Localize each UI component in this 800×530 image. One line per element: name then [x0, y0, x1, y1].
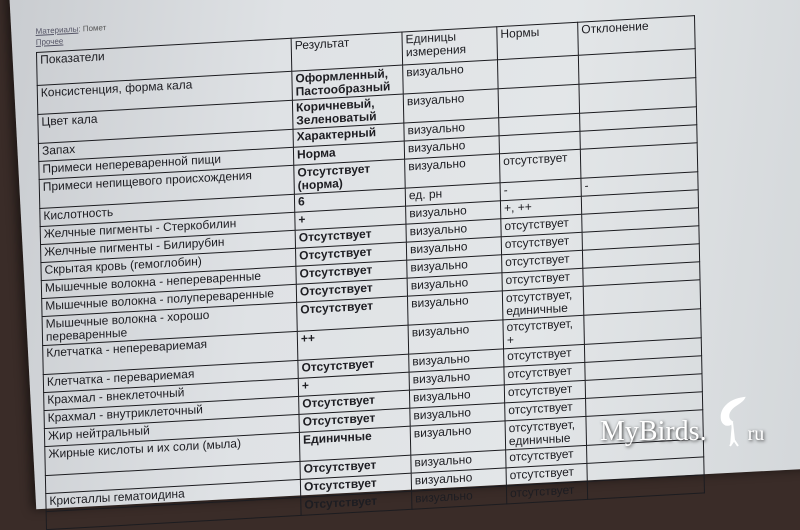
col-norms: Нормы	[496, 22, 579, 60]
col-units: Единицы измерения	[401, 26, 498, 66]
watermark-dot: .	[699, 416, 707, 447]
cell-norm: отсутствует	[506, 481, 588, 504]
materials-label: Материалы	[35, 24, 79, 36]
watermark-brand: MyBirds	[600, 416, 700, 447]
results-table: Показатели Результат Единицы измерения Н…	[36, 15, 705, 530]
report-meta: Материалы: Помет Прочее	[35, 23, 107, 47]
parrot-logo-icon	[720, 396, 746, 447]
cell-norm: отсутствует, единичные	[505, 416, 587, 450]
cell-norm	[498, 84, 580, 118]
cell-norm: отсутствует	[499, 149, 581, 183]
watermark: MyBirds. ru	[600, 396, 764, 448]
materials-value: Помет	[82, 23, 107, 34]
cell-norm	[497, 55, 579, 89]
cell-norm: отсутствует, +	[502, 315, 585, 349]
cell-units: визуально	[411, 485, 507, 510]
cell-norm: отсутствует, единичные	[502, 286, 584, 320]
watermark-tld: ru	[747, 423, 765, 445]
other-label: Прочее	[35, 36, 64, 47]
lab-report: Материалы: Помет Прочее Показатели Резул…	[35, 15, 705, 530]
